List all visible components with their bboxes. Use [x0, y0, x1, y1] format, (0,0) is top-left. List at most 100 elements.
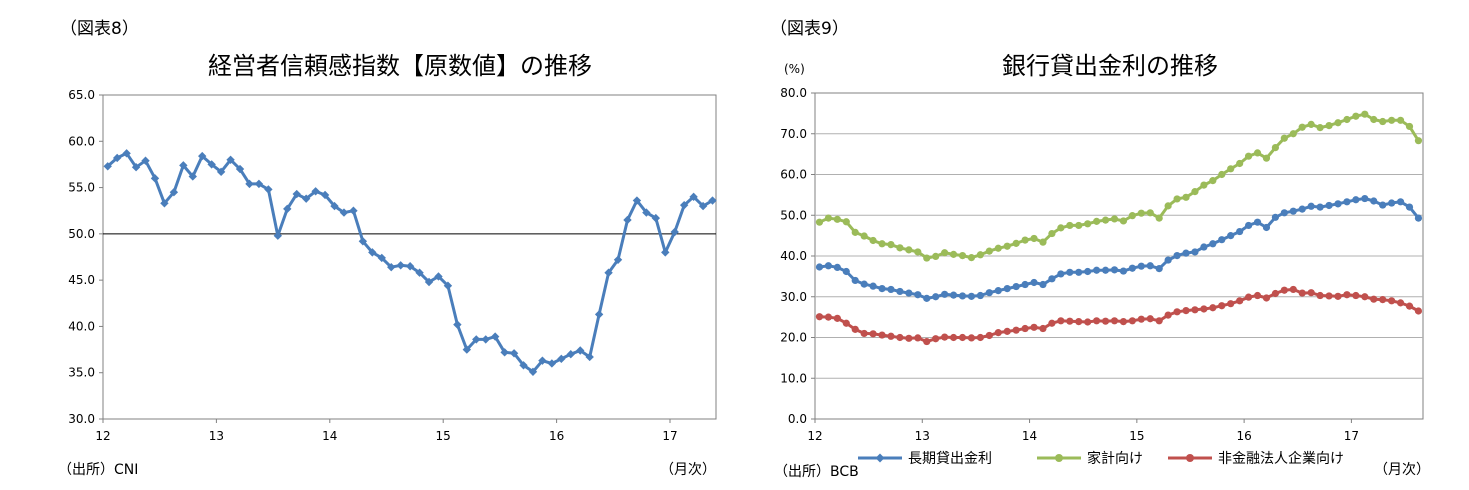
right-data-point	[1146, 262, 1154, 270]
left-month-note: （月次）	[660, 462, 716, 478]
right-data-point	[1128, 264, 1136, 272]
right-data-point	[1084, 220, 1092, 228]
right-data-point	[1137, 262, 1145, 270]
right-data-point	[851, 276, 859, 285]
right-data-point	[1405, 302, 1414, 310]
right-data-point	[923, 294, 931, 302]
right-data-point	[923, 337, 931, 346]
right-data-point	[1405, 122, 1414, 131]
left-data-point	[443, 281, 453, 290]
right-data-point	[932, 252, 940, 261]
right-data-point	[1021, 324, 1029, 333]
right-data-point	[985, 289, 993, 297]
right-y-unit: (%)	[784, 62, 805, 76]
right-data-point	[1182, 249, 1190, 257]
left-data-point	[103, 162, 112, 171]
right-data-point	[1396, 116, 1405, 124]
right-data-point	[1325, 122, 1333, 130]
right-data-point	[1048, 319, 1056, 327]
left-y-tick-label: 55.0	[68, 181, 95, 195]
right-data-point	[1388, 116, 1396, 124]
right-data-point	[833, 215, 841, 223]
right-data-point	[1003, 242, 1011, 250]
left-data-point	[670, 227, 679, 237]
legend-marker-3	[1186, 454, 1194, 462]
left-data-point	[358, 237, 368, 246]
right-data-point	[1110, 266, 1119, 274]
right-data-point	[1271, 144, 1280, 152]
right-data-point	[1084, 267, 1092, 276]
left-data-point	[405, 262, 415, 271]
right-plot-area: 80.0 70.0 60.0 50.0 40.0 30.0 20.0 10.0 0.012 13 1…	[780, 86, 1424, 443]
right-figure-label: （図表9）	[770, 19, 849, 39]
right-data-point	[1280, 209, 1288, 217]
left-x-tick-label: 17	[662, 429, 677, 443]
right-data-point	[1244, 152, 1253, 160]
right-data-point	[842, 218, 850, 226]
right-data-point	[869, 282, 877, 290]
right-data-point	[1236, 227, 1244, 236]
right-data-point	[1030, 278, 1038, 287]
right-data-point	[860, 280, 868, 288]
right-data-point	[1191, 188, 1199, 196]
left-data-point	[689, 192, 698, 202]
right-x-tick-label: 16	[1236, 429, 1251, 443]
right-data-point	[905, 289, 913, 297]
right-data-point	[1244, 221, 1253, 230]
right-x-tick-label: 17	[1344, 429, 1359, 443]
left-y-tick-label: 60.0	[68, 134, 95, 148]
left-data-point	[415, 268, 424, 277]
right-data-point	[1370, 197, 1378, 205]
left-x-tick-label: 16	[549, 429, 564, 443]
right-data-point	[1262, 154, 1271, 162]
right-data-point	[1227, 300, 1235, 308]
right-data-point	[1253, 149, 1262, 157]
left-data-point	[613, 255, 623, 264]
right-data-point	[1379, 117, 1387, 126]
left-source-note: （出所）CNI	[58, 462, 138, 478]
left-data-point	[112, 153, 122, 163]
right-data-point	[860, 232, 868, 240]
right-y-tick-label: 40.0	[780, 249, 807, 263]
right-data-point	[1003, 285, 1011, 293]
right-data-point	[958, 333, 967, 342]
right-data-point	[1066, 221, 1074, 230]
right-data-point	[1289, 285, 1297, 294]
left-figure-label: （図表8）	[60, 19, 139, 39]
left-data-point	[698, 201, 708, 211]
left-data-point	[131, 163, 141, 172]
right-data-point	[1128, 212, 1136, 220]
right-data-point	[1012, 326, 1020, 334]
right-data-point	[1075, 318, 1083, 326]
right-data-point	[1244, 293, 1253, 301]
right-data-point	[1048, 275, 1056, 283]
right-data-point	[896, 333, 904, 342]
right-x-tick-label: 14	[1022, 429, 1037, 443]
right-data-point	[914, 334, 922, 342]
left-data-point	[311, 187, 320, 196]
right-data-point	[1396, 299, 1405, 307]
right-data-point	[976, 333, 984, 342]
right-data-point	[1334, 119, 1342, 127]
right-data-point	[941, 333, 949, 341]
left-chart-title: 経営者信頼感指数【原数値】の推移	[208, 52, 592, 80]
right-data-point	[1155, 265, 1163, 273]
left-data-point	[472, 335, 481, 344]
right-data-point	[1396, 198, 1405, 206]
legend-marker-2	[1055, 454, 1063, 462]
right-data-point	[1307, 202, 1315, 210]
left-data-point	[566, 350, 575, 359]
left-data-point	[434, 272, 443, 281]
right-data-point	[1325, 201, 1333, 210]
right-data-point	[1325, 292, 1333, 300]
right-data-point	[1262, 294, 1271, 302]
right-data-point	[1191, 248, 1199, 256]
left-data-point	[377, 253, 386, 263]
right-data-point	[1039, 280, 1047, 289]
left-x-tick-label: 15	[436, 429, 451, 443]
right-data-point	[1414, 214, 1423, 222]
right-data-point	[824, 262, 833, 270]
right-data-point	[1298, 205, 1306, 213]
right-data-point	[1218, 302, 1226, 310]
left-data-point	[122, 149, 131, 158]
